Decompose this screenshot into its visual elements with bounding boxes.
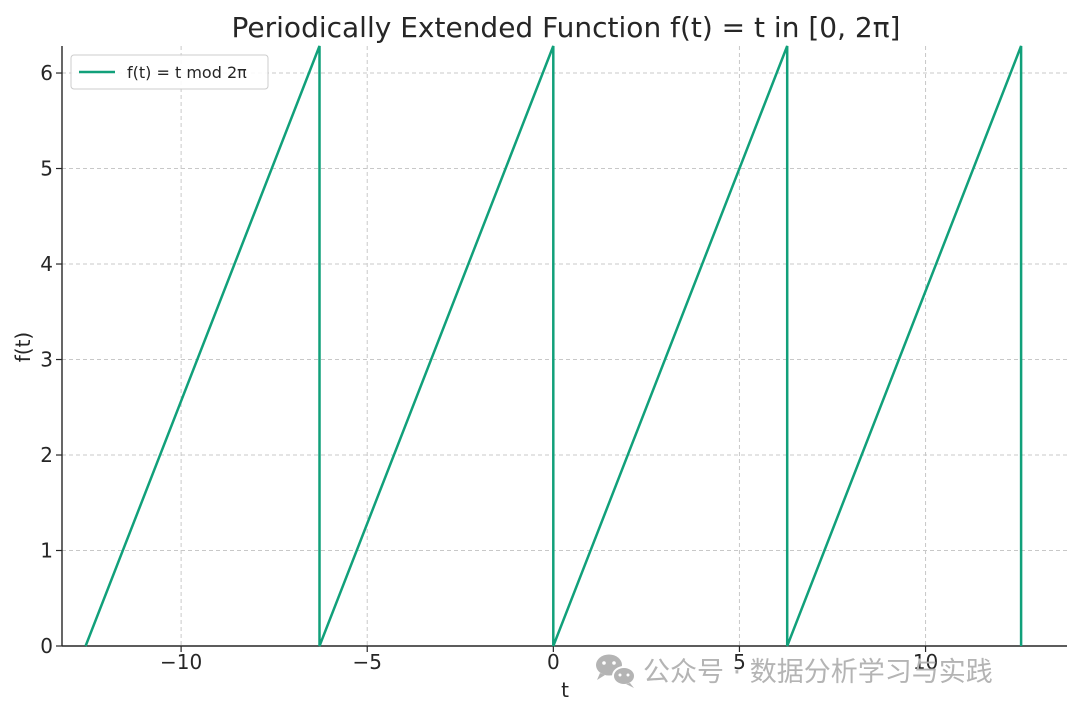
x-tick-label: −10	[160, 650, 202, 674]
legend-label: f(t) = t mod 2π	[127, 63, 247, 82]
wechat-icon	[596, 654, 636, 688]
y-ticks: 0 1 2 3 4 5 6	[40, 61, 62, 658]
y-tick-label: 3	[40, 348, 53, 372]
x-ticks: −10 −5 0 5 10	[160, 646, 938, 674]
y-tick-label: 6	[40, 61, 53, 85]
y-tick-label: 0	[40, 634, 53, 658]
y-axis-label: f(t)	[11, 332, 35, 363]
axes	[61, 46, 1067, 647]
y-tick-label: 1	[40, 539, 53, 563]
y-tick-label: 4	[40, 252, 53, 276]
y-tick-label: 5	[40, 157, 53, 181]
grid	[62, 46, 1067, 646]
x-axis-label: t	[561, 678, 569, 702]
legend: f(t) = t mod 2π	[70, 54, 269, 90]
watermark: 公众号 · 数据分析学习与实践	[596, 654, 993, 688]
series-group	[84, 45, 1023, 647]
x-tick-label: 5	[733, 650, 746, 674]
x-tick-label: 0	[547, 650, 560, 674]
watermark-text: 公众号 · 数据分析学习与实践	[643, 657, 993, 688]
y-tick-label: 2	[40, 443, 53, 467]
chart-title: Periodically Extended Function f(t) = t …	[232, 11, 901, 44]
x-tick-label: −5	[352, 650, 381, 674]
legend-box	[70, 54, 269, 90]
x-tick-label: 10	[913, 650, 938, 674]
series-line	[84, 45, 1023, 647]
